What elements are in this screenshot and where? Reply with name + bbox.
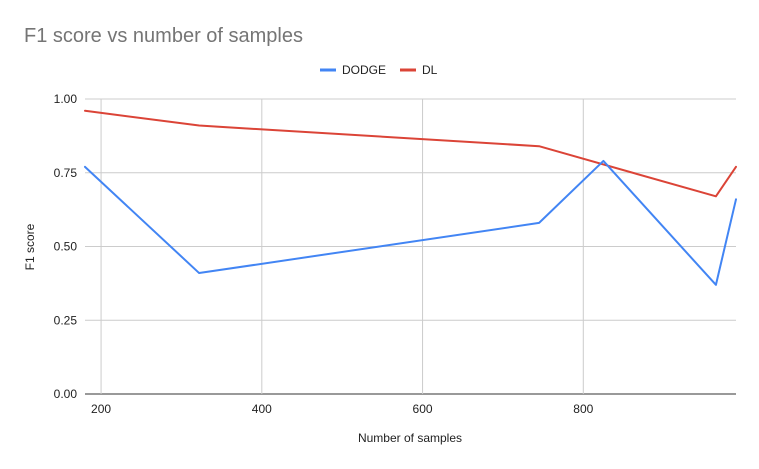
y-tick-label: 0.50 <box>54 240 78 254</box>
y-tick-label: 0.00 <box>54 387 78 401</box>
x-axis-title: Number of samples <box>358 431 462 445</box>
y-tick-label: 0.75 <box>54 166 78 180</box>
series-layer <box>84 109 737 286</box>
series-line-dodge <box>84 159 737 286</box>
x-tick-label: 200 <box>91 402 111 416</box>
legend-label-dl: DL <box>422 63 438 77</box>
x-tick-label: 600 <box>413 402 433 416</box>
series-line-dl <box>84 109 737 198</box>
grid-layer <box>85 98 736 395</box>
x-tick-label: 400 <box>252 402 272 416</box>
legend: DODGE DL <box>320 63 438 77</box>
y-tick-label: 1.00 <box>54 92 78 106</box>
x-tick-label: 800 <box>573 402 593 416</box>
tick-layer: 0.00 0.25 0.50 0.75 1.00 200 400 600 800 <box>54 92 594 416</box>
y-axis-title: F1 score <box>23 223 37 270</box>
legend-label-dodge: DODGE <box>342 63 386 77</box>
chart-title: F1 score vs number of samples <box>24 25 303 47</box>
y-tick-label: 0.25 <box>54 313 78 327</box>
